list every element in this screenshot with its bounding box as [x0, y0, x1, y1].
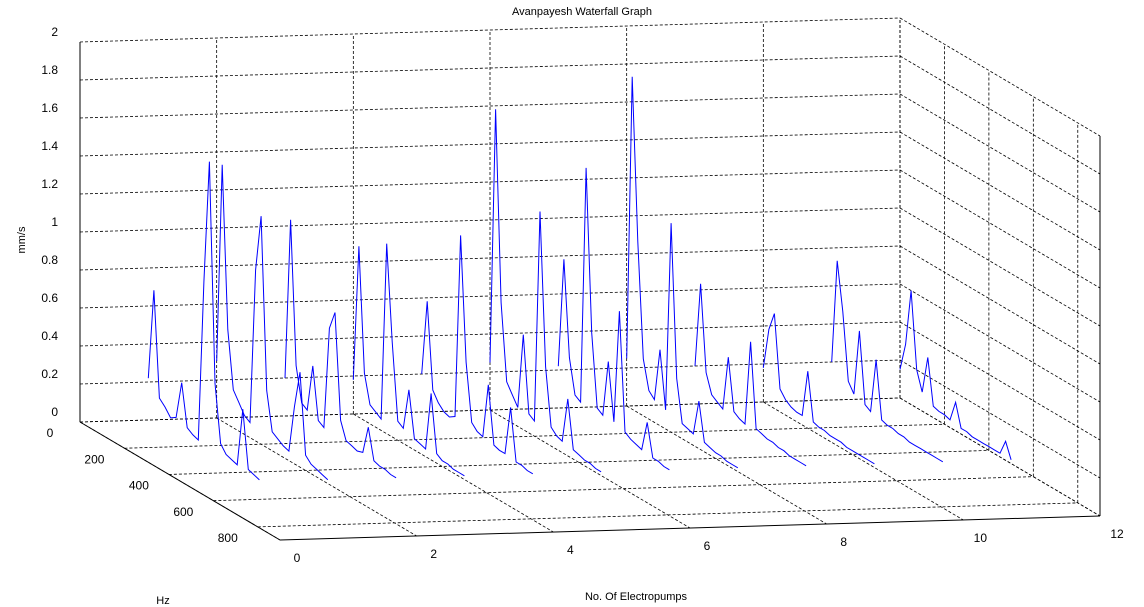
z-tick-label: 1.8: [41, 63, 58, 77]
x-tick-label: 6: [704, 539, 711, 553]
x-tick-label: 4: [567, 543, 574, 557]
floor-grid-line: [489, 409, 691, 529]
side-grid-line: [899, 17, 1101, 137]
z-tick-label: 0.2: [41, 367, 58, 381]
y-tick-label: 0: [47, 426, 54, 440]
spectrum-line: [147, 161, 260, 481]
side-grid-line: [899, 131, 1101, 251]
spectrum-line: [489, 109, 602, 473]
floor-grid-line: [124, 423, 945, 449]
side-grid-line: [899, 169, 1101, 289]
side-grid-line: [899, 207, 1101, 327]
side-grid-line: [899, 93, 1101, 213]
floor-grid-line: [79, 397, 901, 423]
side-grid-line: [899, 283, 1101, 403]
x-tick-label: 0: [294, 551, 301, 565]
spectrum-line: [694, 283, 807, 467]
spectrum-line: [421, 235, 534, 475]
z-tick-label: 0.4: [41, 329, 58, 343]
floor-grid-line: [213, 476, 1034, 502]
y-tick-label: 800: [218, 531, 238, 545]
z-tick-label: 1.6: [41, 101, 58, 115]
spectrum-line: [831, 260, 944, 463]
z-tick-label: 1.2: [41, 177, 58, 191]
spectrum-line: [626, 76, 739, 469]
z-tick-label: 0.6: [41, 291, 58, 305]
x-tick-label: 10: [974, 531, 988, 545]
x-tick-label: 2: [430, 547, 437, 561]
chart-title: Avanpayesh Waterfall Graph: [512, 6, 652, 18]
back-grid-line: [79, 93, 901, 119]
side-grid-line: [899, 359, 1101, 479]
back-grid-line: [79, 17, 901, 43]
spectrum-line: [284, 219, 397, 479]
z-tick-label: 0: [51, 405, 58, 419]
y-tick-label: 400: [129, 479, 149, 493]
spectrum-line: [216, 164, 329, 481]
z-tick-label: 2: [51, 25, 58, 39]
spectrum-line: [762, 313, 875, 465]
floor-grid-line: [257, 502, 1078, 528]
side-grid-line: [899, 321, 1101, 441]
spectrum-line: [352, 243, 465, 477]
back-grid-line: [79, 283, 901, 309]
floor-grid-line: [353, 413, 554, 533]
side-grid-line: [899, 245, 1101, 365]
x-tick-label: 8: [840, 535, 847, 549]
x-tick-label: 12: [1110, 527, 1124, 541]
floor-grid-line: [626, 405, 827, 525]
side-grid-line: [899, 55, 1101, 175]
z-axis-label: mm/s: [16, 226, 28, 253]
axis-line: [79, 421, 281, 541]
spectrum-line: [899, 290, 1012, 460]
axis-line: [279, 515, 1101, 541]
y-axis-label: Hz: [156, 595, 169, 607]
y-tick-label: 600: [173, 505, 193, 519]
z-tick-label: 0.8: [41, 253, 58, 267]
floor-grid-line: [216, 417, 417, 537]
floor-grid-line: [763, 401, 964, 521]
z-tick-label: 1: [51, 215, 58, 229]
spectrum-line: [557, 167, 670, 471]
floor-grid-line: [899, 397, 1101, 517]
x-axis-label: No. Of Electropumps: [585, 591, 688, 603]
y-tick-label: 200: [84, 452, 104, 466]
floor-grid-line: [168, 450, 989, 475]
z-tick-label: 1.4: [41, 139, 58, 153]
